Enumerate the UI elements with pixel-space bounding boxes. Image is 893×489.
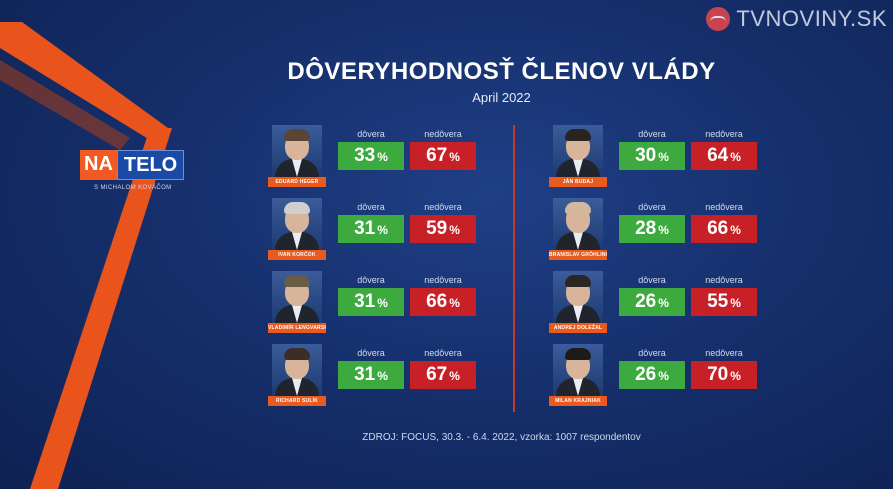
trust-value: 31% [338, 215, 404, 243]
rating-row: ANDREJ DOLEŽAL dôvera 26% nedôvera 55% [549, 271, 763, 351]
trust-label: dôvera [357, 348, 385, 358]
trust-label: dôvera [357, 202, 385, 212]
show-subtitle: S MICHALOM KOVÁČOM [94, 185, 172, 191]
trust-label: dôvera [638, 348, 666, 358]
trust-value: 31% [338, 288, 404, 316]
person-name: EDUARD HEGER [268, 177, 326, 187]
distrust-value: 66% [691, 215, 757, 243]
person-photo [272, 344, 322, 396]
distrust-label: nedôvera [424, 275, 462, 285]
watermark-text: TVNOVINY.SK [736, 6, 887, 31]
chart-subtitle: April 2022 [472, 90, 531, 105]
distrust-value: 67% [410, 361, 476, 389]
trust-label: dôvera [357, 275, 385, 285]
rating-row: JÁN BUDAJ dôvera 30% nedôvera 64% [549, 125, 763, 205]
person-photo [272, 271, 322, 323]
person-photo [272, 198, 322, 250]
trust-value: 26% [619, 288, 685, 316]
trust-value: 28% [619, 215, 685, 243]
person-photo [553, 271, 603, 323]
distrust-value: 59% [410, 215, 476, 243]
trust-value: 33% [338, 142, 404, 170]
orange-stripe-shadow [0, 60, 130, 150]
trust-value: 30% [619, 142, 685, 170]
rating-row: IVAN KORČOK dôvera 31% nedôvera 59% [268, 198, 482, 278]
show-logo-na: NA [80, 150, 117, 180]
rating-row: RICHARD SULÍK dôvera 31% nedôvera 67% [268, 344, 482, 424]
rating-row: MILAN KRAJNIAK dôvera 26% nedôvera 70% [549, 344, 763, 424]
trust-label: dôvera [638, 129, 666, 139]
source-footer: ZDROJ: FOCUS, 30.3. - 6.4. 2022, vzorka:… [362, 432, 641, 443]
distrust-label: nedôvera [705, 129, 743, 139]
distrust-value: 67% [410, 142, 476, 170]
show-logo: NA TELO [80, 150, 185, 180]
person-name: ANDREJ DOLEŽAL [549, 323, 607, 333]
distrust-label: nedôvera [424, 348, 462, 358]
distrust-label: nedôvera [705, 348, 743, 358]
tvnoviny-watermark: TVNOVINY.SK [706, 6, 887, 32]
person-name: VLADIMÍR LENGVARSKÝ [268, 323, 326, 333]
distrust-label: nedôvera [705, 202, 743, 212]
distrust-label: nedôvera [424, 202, 462, 212]
person-name: BRANISLAV GRÖHLING [549, 250, 607, 260]
person-name: RICHARD SULÍK [268, 396, 326, 406]
trust-label: dôvera [638, 275, 666, 285]
distrust-label: nedôvera [705, 275, 743, 285]
trust-value: 31% [338, 361, 404, 389]
person-photo [553, 198, 603, 250]
person-photo [272, 125, 322, 177]
tvnoviny-logo-icon [706, 7, 731, 31]
person-photo [553, 125, 603, 177]
person-name: JÁN BUDAJ [549, 177, 607, 187]
person-name: MILAN KRAJNIAK [549, 396, 607, 406]
rating-row: EDUARD HEGER dôvera 33% nedôvera 67% [268, 125, 482, 205]
trust-label: dôvera [357, 129, 385, 139]
distrust-value: 55% [691, 288, 757, 316]
rating-row: VLADIMÍR LENGVARSKÝ dôvera 31% nedôvera 66% [268, 271, 482, 351]
person-name: IVAN KORČOK [268, 250, 326, 260]
rating-row: BRANISLAV GRÖHLING dôvera 28% nedôvera 66% [549, 198, 763, 278]
trust-value: 26% [619, 361, 685, 389]
column-divider [513, 125, 515, 412]
chart-title: DÔVERYHODNOSŤ ČLENOV VLÁDY [287, 58, 716, 85]
distrust-label: nedôvera [424, 129, 462, 139]
person-photo [553, 344, 603, 396]
distrust-value: 70% [691, 361, 757, 389]
orange-stripe-diagonal [30, 128, 172, 489]
show-logo-telo: TELO [116, 150, 185, 180]
distrust-value: 64% [691, 142, 757, 170]
trust-label: dôvera [638, 202, 666, 212]
distrust-value: 66% [410, 288, 476, 316]
orange-stripe-top [0, 22, 168, 140]
